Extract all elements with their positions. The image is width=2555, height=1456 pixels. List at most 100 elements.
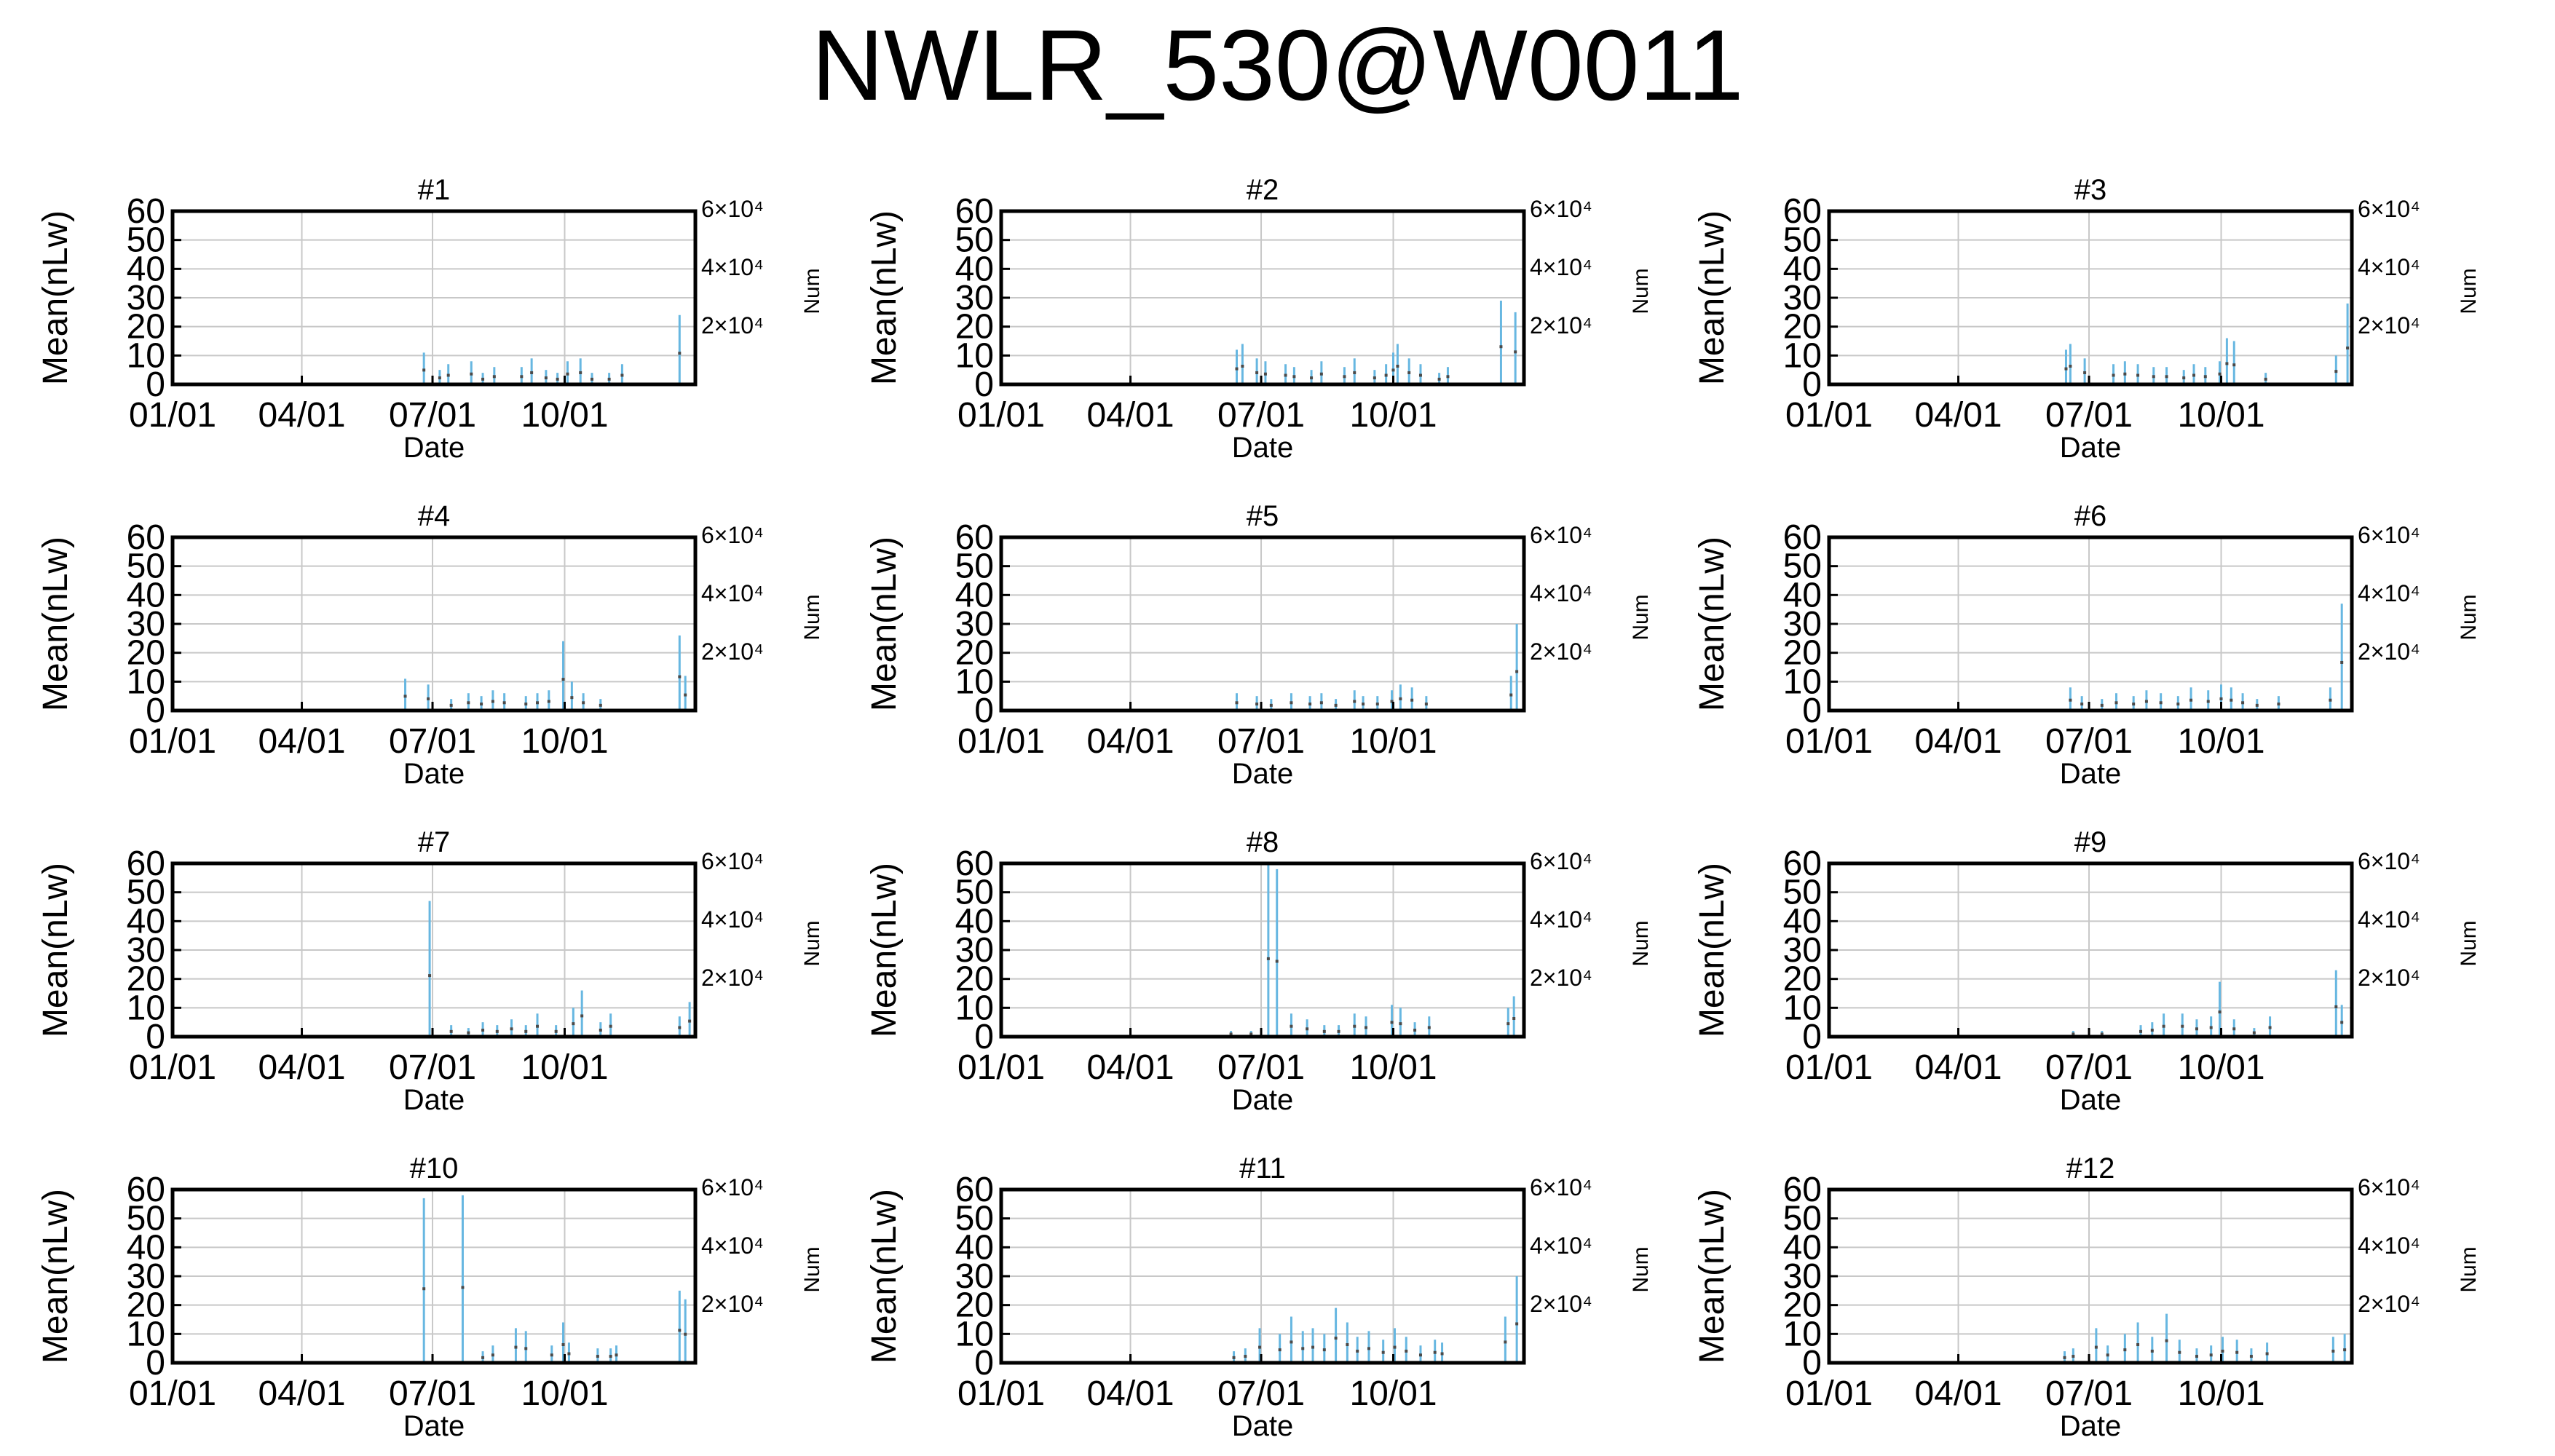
data-point <box>2063 1356 2066 1359</box>
x-axis-label: Date <box>403 758 465 790</box>
data-point <box>1353 1024 1357 1028</box>
x-tick-label: 04/01 <box>1086 396 1174 435</box>
data-point <box>2112 373 2115 377</box>
x-tick-label: 10/01 <box>2177 1048 2264 1087</box>
y-tick-label: 0 <box>146 1344 165 1382</box>
y-tick-label: 0 <box>1802 1344 1822 1382</box>
y-tick-label: 30 <box>127 931 165 970</box>
data-point <box>449 1029 453 1033</box>
data-point <box>2334 370 2338 373</box>
data-point <box>2152 375 2155 379</box>
x-tick-label: 10/01 <box>521 1048 608 1087</box>
y-tick-label: 20 <box>955 1286 994 1325</box>
data-point <box>2195 1027 2198 1031</box>
data-point <box>1427 1026 1431 1029</box>
x-tick-label: 01/01 <box>957 1374 1045 1413</box>
data-point <box>2181 1024 2184 1028</box>
y-tick-label: 60 <box>1783 844 1822 883</box>
y2-tick-label: 6×10⁴ <box>1530 1174 1592 1200</box>
y2-axis-label: Num <box>1629 920 1653 966</box>
y-tick-label: 20 <box>127 308 165 347</box>
data-point <box>580 1014 584 1018</box>
x-tick-label: 04/01 <box>1086 1374 1174 1413</box>
y-tick-label: 60 <box>127 1171 165 1209</box>
panel-title: #2 <box>1247 174 1279 206</box>
data-point <box>570 696 574 700</box>
data-point <box>566 372 569 376</box>
data-point <box>1514 350 1517 354</box>
y-tick-label: 60 <box>127 844 165 883</box>
y-tick-label: 40 <box>127 576 165 614</box>
data-point <box>2100 703 2104 707</box>
data-point <box>520 375 524 379</box>
y-tick-label: 0 <box>974 365 994 404</box>
x-tick-label: 07/01 <box>1217 396 1305 435</box>
data-point <box>599 703 602 707</box>
x-tick-label: 10/01 <box>1349 722 1437 761</box>
x-tick-label: 10/01 <box>1349 1374 1437 1413</box>
data-point <box>1413 1029 1417 1032</box>
data-point <box>470 372 473 376</box>
x-axis-label: Date <box>1232 1084 1294 1116</box>
y-tick-label: 10 <box>955 662 994 701</box>
y2-tick-label: 2×10⁴ <box>1530 312 1592 339</box>
data-point <box>1263 372 1267 376</box>
panel-title: #11 <box>1239 1152 1286 1184</box>
y-tick-label: 20 <box>955 960 994 999</box>
y2-axis-label: Num <box>1629 594 1653 640</box>
data-point <box>1346 1343 1349 1347</box>
data-point <box>678 1329 682 1332</box>
x-axis-label: Date <box>2060 432 2122 464</box>
data-point <box>620 373 624 377</box>
data-point <box>1334 1337 1338 1340</box>
y2-tick-label: 4×10⁴ <box>2358 580 2420 606</box>
y-tick-label: 60 <box>127 518 165 557</box>
panel-title: #1 <box>418 174 451 206</box>
data-point <box>1362 703 1365 706</box>
y-axis-label: Mean(nLw) <box>36 210 75 385</box>
data-point <box>2232 363 2236 367</box>
x-tick-label: 01/01 <box>129 396 216 435</box>
x-tick-label: 07/01 <box>1217 1048 1305 1087</box>
y2-tick-label: 2×10⁴ <box>1530 638 1592 665</box>
data-point <box>561 1343 565 1347</box>
y-tick-label: 50 <box>1783 547 1822 586</box>
y-axis-label: Mean(nLw) <box>1693 210 1731 385</box>
x-tick-label: 01/01 <box>957 722 1045 761</box>
y-tick-label: 20 <box>127 1286 165 1325</box>
x-tick-label: 10/01 <box>2177 1374 2264 1413</box>
data-point <box>1381 1350 1385 1354</box>
data-point <box>2252 1031 2256 1034</box>
y-tick-label: 10 <box>1783 1315 1822 1353</box>
y2-tick-label: 4×10⁴ <box>1530 906 1592 933</box>
y-axis-label: Mean(nLw) <box>36 1189 75 1364</box>
data-point <box>544 376 548 380</box>
data-point <box>1396 365 1399 368</box>
y-tick-label: 60 <box>1783 518 1822 557</box>
y-tick-label: 40 <box>1783 576 1822 614</box>
y-tick-label: 30 <box>955 605 994 644</box>
y-tick-label: 0 <box>146 1018 165 1056</box>
data-point <box>2189 698 2193 702</box>
data-point <box>536 1024 540 1028</box>
x-axis-label: Date <box>1232 758 1294 790</box>
y-axis-label: Mean(nLw) <box>865 537 904 711</box>
y-tick-label: 10 <box>1783 662 1822 701</box>
y-tick-label: 50 <box>1783 1200 1822 1238</box>
data-point <box>2241 701 2245 705</box>
panel-title: #9 <box>2074 826 2107 858</box>
figure-title: NWLR_530@W0011 <box>811 9 1744 122</box>
data-point <box>550 1353 553 1357</box>
y2-tick-label: 4×10⁴ <box>701 580 764 606</box>
data-point <box>438 376 441 380</box>
data-point <box>461 1286 465 1289</box>
y-tick-label: 30 <box>955 1257 994 1296</box>
data-point <box>1337 1029 1340 1033</box>
x-axis-label: Date <box>2060 1084 2122 1116</box>
data-point <box>1367 1347 1370 1350</box>
data-point <box>1266 957 1270 960</box>
y-tick-label: 30 <box>127 1257 165 1296</box>
data-point <box>1310 376 1314 380</box>
data-point <box>2334 1005 2338 1008</box>
x-tick-label: 01/01 <box>129 1374 216 1413</box>
